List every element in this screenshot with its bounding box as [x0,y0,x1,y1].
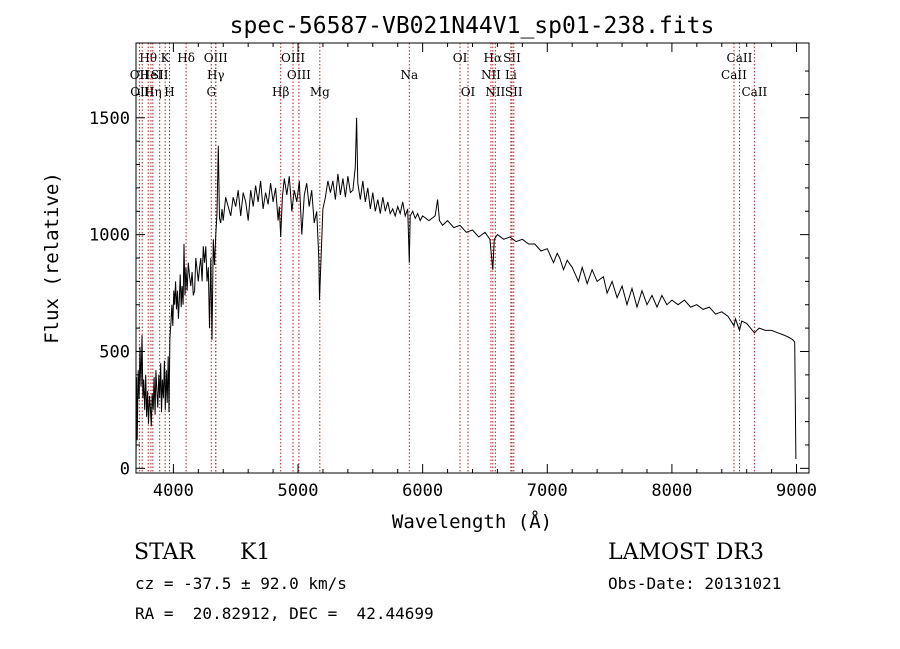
spectral-line-label: CaII [741,85,767,99]
x-tick-label: 4000 [153,481,194,501]
spectral-line-label: CaII [727,51,753,65]
subclass: K1 [240,540,271,565]
spectral-line-label: G [206,85,216,99]
y-tick-label: 1500 [89,109,130,129]
spectral-line-label: Hγ [207,68,225,82]
spectral-line-label: OI [461,85,476,99]
spectral-line-label: Hβ [272,85,289,99]
spectral-line-label: H [164,85,174,99]
x-tick-label: 5000 [278,481,319,501]
spectral-line-label: Li [505,68,517,82]
plot-frame [135,42,810,474]
y-axis-label: Flux (relative) [41,172,63,344]
spectral-line-label: SII [151,68,169,82]
obs-date: Obs-Date: 20131021 [608,574,782,593]
y-tick-label: 0 [120,459,130,479]
y-tick-label: 500 [99,342,130,362]
spectral-line-label: OIII [287,68,311,82]
chart-title: spec-56587-VB021N44V1_sp01-238.fits [230,13,715,39]
spectral-line-label: CaII [721,68,747,82]
x-tick-label: 7000 [527,481,568,501]
spectral-line-label: Mg [310,85,330,99]
spectral-line-label: OII [130,68,150,82]
object-class: STAR [134,540,195,565]
spectral-line-label: SII [503,51,521,65]
x-axis-label: Wavelength (Å) [392,510,552,533]
y-tick-label: 1000 [89,226,130,246]
spectrum-line [135,117,797,464]
spectral-line-label: NII [481,68,501,82]
spectral-line-label: K [161,51,171,65]
spectral-line-label: NII [485,85,505,99]
spectral-line-label: OI [453,51,468,65]
spectral-line-label: Hα [484,51,503,65]
coordinates: RA = 20.82912, DEC = 42.44699 [135,604,434,623]
x-tick-label: 8000 [651,481,692,501]
survey-label: LAMOST DR3 [608,540,764,565]
spectral-line-label: Hη [144,85,162,99]
spectral-line-label: HeI [140,68,163,82]
spectral-line-label: Hδ [177,51,195,65]
velocity-readout: cz = -37.5 ± 92.0 km/s [135,574,347,593]
spectral-line-label: Na [400,68,418,82]
x-tick-label: 6000 [402,481,443,501]
spectral-line-label: SII [505,85,523,99]
x-tick-label: 9000 [776,481,817,501]
spectral-line-label: OIII [281,51,305,65]
